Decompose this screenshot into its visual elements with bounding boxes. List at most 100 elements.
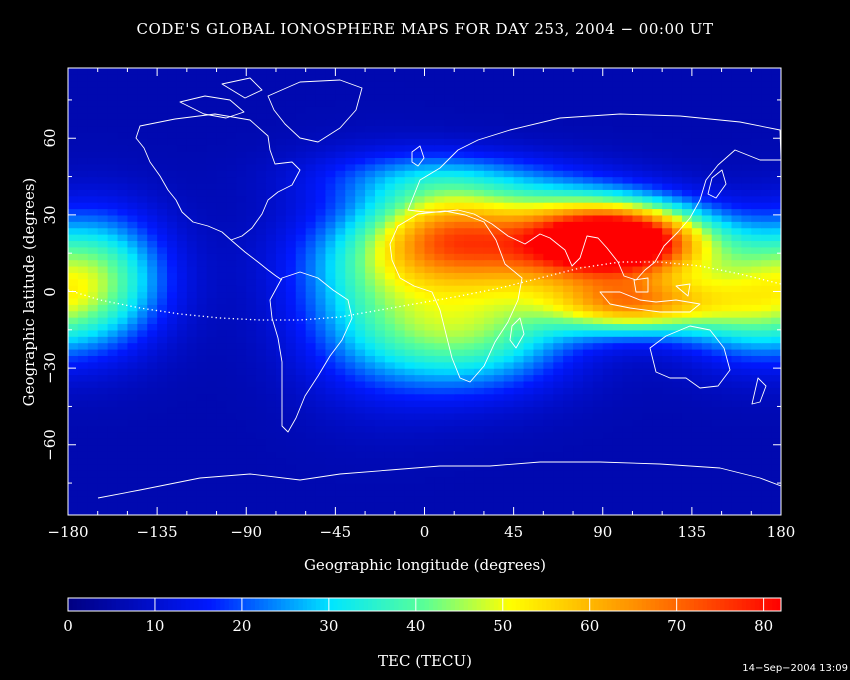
tec-cell: [711, 189, 723, 197]
tec-cell: [176, 329, 188, 337]
tec-cell: [662, 476, 673, 484]
tec-cell: [137, 131, 148, 139]
tec-cell: [464, 323, 475, 331]
tec-cell: [464, 87, 475, 95]
tec-cell: [226, 329, 237, 337]
tec-cell: [662, 425, 673, 433]
tec-cell: [68, 406, 79, 414]
tec-cell: [711, 240, 723, 248]
tec-cell: [394, 310, 406, 318]
tec-cell: [563, 246, 574, 254]
tec-cell: [414, 355, 426, 363]
tec-cell: [206, 106, 218, 114]
tec-cell: [335, 412, 346, 420]
tec-cell: [157, 431, 168, 439]
tec-cell: [632, 463, 643, 471]
tec-cell: [266, 444, 277, 452]
tec-cell: [681, 329, 693, 337]
tec-cell: [672, 80, 683, 88]
tec-cell: [701, 425, 713, 433]
tec-cell: [394, 355, 406, 363]
tec-cell: [404, 246, 416, 254]
tec-cell: [612, 502, 624, 510]
tec-cell: [275, 151, 287, 158]
tec-cell: [622, 323, 634, 331]
tec-cell: [315, 74, 327, 82]
tec-cell: [533, 246, 544, 254]
tec-cell: [295, 157, 307, 165]
tec-cell: [147, 214, 158, 222]
tec-cell: [771, 170, 781, 178]
tec-cell: [256, 483, 267, 491]
tec-cell: [127, 400, 138, 408]
tec-cell: [513, 355, 525, 363]
tec-cell: [127, 240, 138, 248]
tec-cell: [384, 80, 396, 88]
tec-cell: [513, 87, 525, 95]
tec-cell: [345, 221, 356, 229]
tec-cell: [563, 99, 574, 107]
tec-cell: [474, 221, 485, 229]
tec-cell: [573, 125, 584, 133]
tec-cell: [157, 457, 168, 465]
tec-cell: [266, 234, 277, 242]
tec-cell: [652, 502, 663, 510]
tec-cell: [483, 476, 495, 484]
tec-cell: [275, 387, 287, 395]
tec-cell: [68, 170, 79, 178]
tec-cell: [275, 348, 287, 356]
tec-cell: [464, 278, 475, 286]
tec-cell: [592, 317, 604, 325]
tec-cell: [167, 189, 178, 197]
tec-cell: [216, 393, 228, 401]
tec-cell: [652, 374, 663, 382]
tec-cell: [87, 342, 99, 350]
tec-cell: [127, 463, 138, 471]
tec-cell: [761, 189, 772, 197]
tec-cell: [157, 119, 168, 127]
tec-cell: [464, 176, 475, 184]
tec-cell: [582, 438, 594, 446]
tec-cell: [107, 476, 119, 484]
tec-cell: [652, 470, 663, 478]
tec-cell: [622, 93, 634, 101]
tec-cell: [424, 380, 435, 388]
tec-cell: [206, 182, 218, 190]
tec-cell: [87, 495, 99, 503]
tec-cell: [602, 202, 614, 210]
tec-cell: [493, 291, 505, 299]
tec-cell: [513, 425, 525, 433]
tec-cell: [721, 227, 733, 235]
tec-cell: [137, 374, 148, 382]
tec-cell: [335, 189, 346, 197]
tec-cell: [355, 240, 366, 248]
tec-cell: [374, 457, 386, 465]
tec-cell: [196, 119, 208, 127]
tec-cell: [315, 451, 327, 459]
tec-cell: [434, 151, 445, 158]
tec-cell: [672, 227, 683, 235]
tec-cell: [731, 355, 742, 363]
tec-cell: [711, 74, 723, 82]
tec-cell: [147, 119, 158, 127]
tec-cell: [315, 291, 327, 299]
tec-cell: [523, 253, 535, 261]
tec-cell: [295, 265, 307, 273]
tec-cell: [315, 163, 327, 171]
tec-cell: [771, 208, 781, 216]
tec-cell: [563, 202, 574, 210]
tec-cell: [365, 483, 376, 491]
tec-cell: [87, 502, 99, 510]
tec-cell: [513, 444, 525, 452]
tec-cell: [444, 125, 455, 133]
tec-cell: [632, 431, 643, 439]
tec-cell: [474, 182, 485, 190]
tec-cell: [196, 457, 208, 465]
tec-cell: [246, 278, 257, 286]
tec-cell: [553, 329, 564, 337]
tec-cell: [513, 214, 525, 222]
tec-cell: [295, 412, 307, 420]
tec-cell: [77, 336, 89, 344]
tec-cell: [503, 182, 515, 190]
tec-cell: [681, 457, 693, 465]
